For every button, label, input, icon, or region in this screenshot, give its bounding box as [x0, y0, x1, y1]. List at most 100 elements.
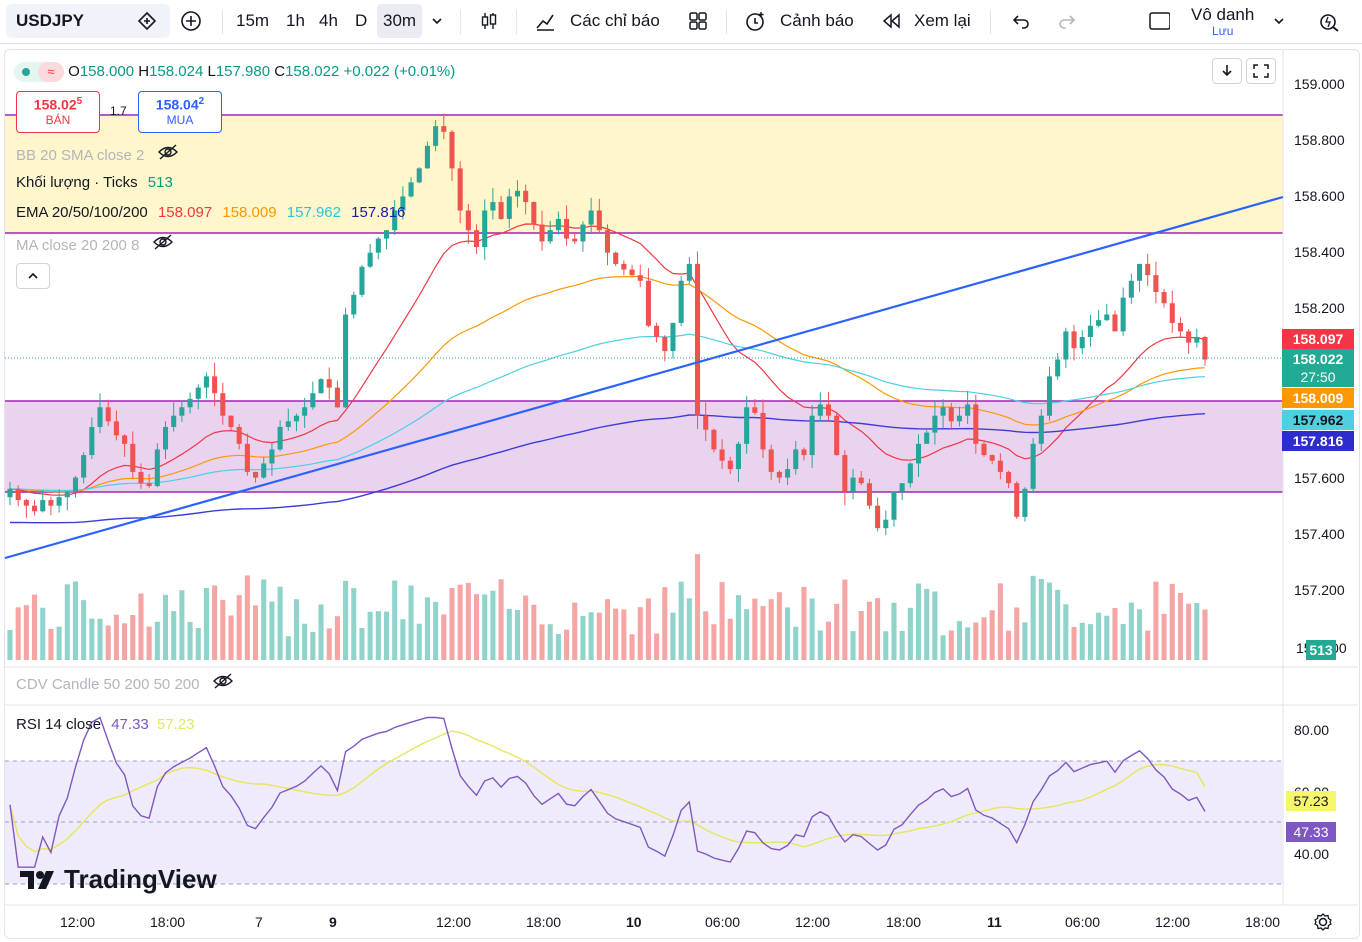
volume-bar [744, 609, 750, 660]
close-label: C [274, 62, 286, 80]
volume-bar [662, 587, 668, 660]
replay-button[interactable]: Xem lại [914, 11, 971, 30]
compare-symbol-icon[interactable] [180, 4, 202, 38]
candle-body [727, 460, 733, 470]
volume-bar [686, 598, 692, 660]
volume-bar [40, 607, 46, 660]
volume-bar [678, 581, 684, 660]
layout-window-icon[interactable] [1148, 4, 1170, 38]
alert-clock-icon[interactable] [744, 4, 766, 38]
market-status-toggle[interactable]: ≈ [14, 62, 64, 82]
volume-bar [367, 611, 373, 660]
candle-body [932, 415, 938, 433]
buy-button[interactable]: 158.042 MUA [138, 91, 222, 133]
volume-bar [613, 608, 619, 660]
volume-bar [105, 625, 111, 660]
sell-price-pip: 5 [76, 96, 83, 107]
candle-body [752, 407, 758, 413]
undo-icon[interactable] [1010, 4, 1032, 38]
rsi-legend-value: 47.33 [111, 716, 149, 733]
high-value: 158.024 [149, 62, 204, 80]
redo-icon[interactable] [1056, 4, 1078, 38]
candle-body [179, 407, 185, 416]
volume-bar [351, 588, 357, 660]
volume-bar [834, 603, 840, 660]
candle-body [711, 429, 717, 450]
fullscreen-button[interactable] [1246, 58, 1276, 84]
candle-body [383, 230, 390, 239]
add-to-watchlist-icon[interactable] [136, 4, 158, 38]
indicators-button[interactable]: Các chỉ báo [570, 11, 660, 30]
volume-bar [113, 614, 119, 660]
ema200-line [10, 413, 1206, 524]
demand-zone[interactable] [5, 401, 1283, 492]
candle-body [236, 426, 242, 444]
candle-body [310, 393, 316, 408]
supply-zone[interactable] [5, 115, 1283, 233]
candle-body [555, 218, 561, 231]
volume-bar [408, 585, 414, 660]
ema200-price-label: 157.816 [1282, 431, 1354, 451]
volume-bar [7, 630, 13, 660]
candle-body [367, 252, 373, 267]
eye-hidden-icon[interactable] [157, 144, 179, 164]
volume-bar [449, 587, 455, 660]
volume-bar [891, 602, 897, 660]
layout-grid-icon[interactable] [687, 4, 709, 38]
volume-bar [915, 583, 922, 660]
collapse-legend-button[interactable] [16, 263, 50, 289]
rsi-legend[interactable]: RSI 14 close 47.33 57.23 [16, 716, 194, 733]
volume-bar [523, 595, 529, 660]
timeframe-d[interactable]: D [355, 11, 368, 30]
eye-hidden-icon[interactable] [212, 673, 234, 693]
candle-body [1046, 376, 1053, 416]
volume-bar [997, 583, 1003, 660]
volume-bar [400, 619, 406, 660]
ema-legend[interactable]: EMA 20/50/100/200 158.097 158.009 157.96… [16, 204, 405, 221]
symbol-search[interactable] [6, 4, 170, 38]
layout-menu-chevron-down-icon[interactable] [1272, 4, 1286, 38]
candle-body [212, 376, 218, 394]
rsi-lines [9, 716, 1206, 868]
candle-body [334, 387, 340, 408]
candle-type-icon[interactable] [478, 4, 500, 38]
volume-bar [465, 582, 471, 660]
trendline[interactable] [4, 195, 1284, 560]
sell-button[interactable]: 158.025 BÁN [16, 91, 100, 133]
candle-body [678, 280, 684, 323]
volume-legend[interactable]: Khối lượng · Ticks 513 [16, 174, 173, 191]
symbol-name[interactable]: USDJPY [16, 11, 85, 30]
timeframe-15m[interactable]: 15m [236, 11, 270, 30]
timeframe-30m[interactable]: 30m [377, 4, 423, 38]
volume-bar [654, 633, 660, 660]
volume-bar [776, 592, 782, 660]
indicators-icon[interactable] [534, 4, 556, 38]
volume-bar [228, 615, 234, 660]
timeframe-4h[interactable]: 4h [319, 11, 338, 30]
layout-save-status[interactable]: Lưu [1212, 24, 1234, 38]
ma-legend[interactable]: MA close 20 200 8 [16, 234, 174, 254]
volume-bar [1071, 626, 1077, 660]
volume-bar [1022, 622, 1028, 660]
time-axis-tick: 06:00 [705, 914, 741, 930]
eye-hidden-icon[interactable] [152, 234, 174, 254]
cdv-legend[interactable]: CDV Candle 50 200 50 200 [16, 673, 234, 693]
candle-body [1145, 263, 1151, 276]
candle-body [809, 415, 815, 456]
candle-body [48, 500, 54, 506]
layout-title[interactable]: Vô danh [1191, 5, 1255, 24]
replay-rewind-icon[interactable] [880, 4, 902, 38]
volume-bar [1202, 609, 1208, 660]
volume-bar [637, 607, 643, 660]
tradingview-watermark[interactable]: TradingView [20, 864, 217, 895]
timeframe-dropdown-chevron-down-icon[interactable] [430, 4, 444, 38]
quick-search-icon[interactable] [1318, 4, 1340, 38]
bb-legend[interactable]: BB 20 SMA close 2 [16, 144, 179, 164]
cdv-legend-label: CDV Candle 50 200 50 200 [16, 676, 200, 693]
timeframe-1h[interactable]: 1h [286, 11, 305, 30]
candles[interactable] [7, 113, 1208, 536]
chart-settings-gear-icon[interactable] [1313, 912, 1333, 937]
alerts-button[interactable]: Cảnh báo [780, 11, 854, 30]
download-button[interactable] [1212, 58, 1242, 84]
